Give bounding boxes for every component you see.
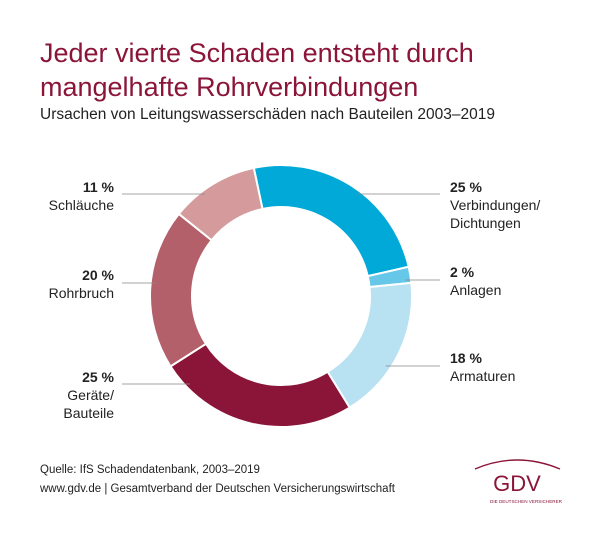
donut-slices bbox=[149, 164, 413, 428]
slice-armaturen bbox=[326, 281, 413, 409]
category-label-anlagen: Anlagen bbox=[450, 282, 502, 298]
category-label-rohrbruch: Rohrbruch bbox=[48, 285, 114, 301]
gdv-logo: GDV DIE DEUTSCHEN VERSICHERER bbox=[474, 459, 563, 504]
slice-verbindungen bbox=[252, 164, 410, 278]
category-label-geraete: Geräte/ Bauteile bbox=[63, 387, 114, 421]
label-verbindungen: 25 % Verbindungen/ Dichtungen bbox=[450, 178, 570, 232]
value-label-rohrbruch: 20 % bbox=[82, 267, 114, 283]
label-armaturen: 18 % Armaturen bbox=[450, 349, 515, 385]
slice-schlaeuche bbox=[177, 166, 264, 242]
value-label-anlagen: 2 % bbox=[450, 264, 475, 280]
leader-lines bbox=[122, 193, 440, 385]
value-label-geraete: 25 % bbox=[82, 369, 114, 385]
slice-rohrbruch bbox=[149, 212, 214, 368]
source-note: Quelle: IfS Schadendatenbank, 2003–2019 bbox=[40, 464, 260, 476]
label-anlagen: 2 % Anlagen bbox=[450, 263, 501, 299]
credit-line: www.gdv.de | Gesamtverband der Deutschen… bbox=[40, 483, 395, 495]
value-label-schlaeuche: 11 % bbox=[82, 179, 114, 195]
category-label-schlaeuche: Schläuche bbox=[48, 197, 114, 213]
label-schlaeuche: 11 % Schläuche bbox=[30, 178, 114, 214]
chart-subtitle: Ursachen von Leitungswasserschäden nach … bbox=[40, 106, 495, 123]
logo-tagline: DIE DEUTSCHEN VERSICHERER bbox=[490, 499, 563, 504]
chart-title: Jeder vierte Schaden entsteht durch mang… bbox=[40, 38, 474, 102]
category-label-armaturen: Armaturen bbox=[450, 368, 516, 384]
slice-geraete bbox=[169, 342, 352, 428]
value-label-armaturen: 18 % bbox=[450, 350, 482, 366]
label-rohrbruch: 20 % Rohrbruch bbox=[30, 266, 114, 302]
value-label-verbindungen: 25 % bbox=[450, 179, 482, 195]
logo-text: GDV bbox=[493, 471, 541, 496]
logo-arc bbox=[474, 459, 561, 470]
label-geraete: 25 % Geräte/ Bauteile bbox=[30, 368, 114, 422]
category-label-verbindungen: Verbindungen/ Dichtungen bbox=[450, 197, 541, 231]
